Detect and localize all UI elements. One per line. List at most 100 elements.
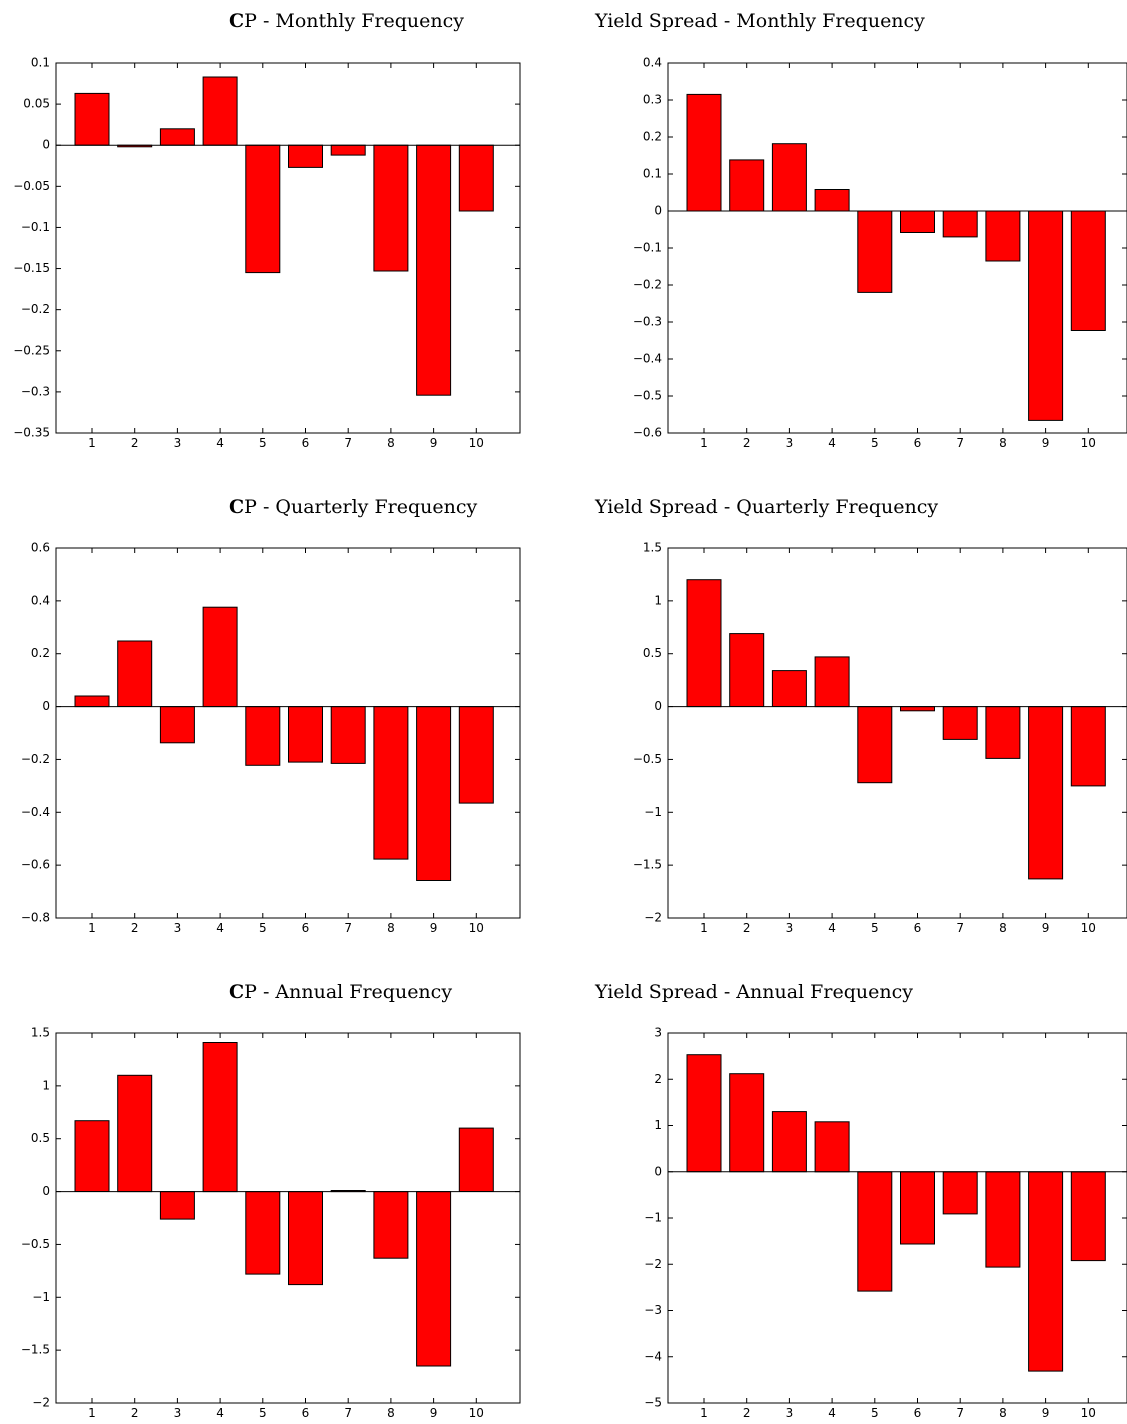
x-tick-label: 8 bbox=[387, 1406, 395, 1420]
y-tick-label: −0.15 bbox=[13, 261, 50, 275]
y-tick-label: −2 bbox=[32, 1396, 50, 1410]
chart-title: Yield Spread - Annual Frequency bbox=[594, 981, 913, 1003]
bar-7 bbox=[330, 144, 366, 156]
x-tick-label: 7 bbox=[344, 921, 352, 935]
x-tick-label: 1 bbox=[88, 921, 96, 935]
bar-6 bbox=[288, 1191, 323, 1286]
chart-title-text: Yield Spread - Annual Frequency bbox=[594, 981, 913, 1003]
y-tick-label: 0.5 bbox=[31, 1131, 50, 1145]
y-tick-label: 1.5 bbox=[31, 1026, 50, 1040]
x-tick-label: 7 bbox=[956, 921, 964, 935]
bar-6 bbox=[900, 1171, 935, 1245]
y-tick-label: −0.3 bbox=[21, 384, 50, 398]
chart-title-text: P - Monthly Frequency bbox=[244, 10, 464, 32]
x-tick-label: 10 bbox=[1081, 921, 1096, 935]
x-tick-label: 1 bbox=[700, 1406, 708, 1420]
y-tick-label: −1.5 bbox=[21, 1343, 50, 1357]
chart-title-bold: C bbox=[229, 981, 244, 1003]
y-tick-label: 0 bbox=[42, 138, 50, 152]
x-tick-label: 1 bbox=[88, 1406, 96, 1420]
bar-10 bbox=[458, 144, 494, 212]
x-tick-label: 10 bbox=[469, 1406, 484, 1420]
x-tick-label: 6 bbox=[302, 436, 310, 450]
chart-panel-2: Yield Spread - Monthly Frequency −0.6 −0.5… bbox=[594, 10, 1127, 450]
y-tick-label: −3 bbox=[644, 1303, 662, 1317]
x-tick-label: 10 bbox=[1081, 1406, 1096, 1420]
y-tick-label: −0.3 bbox=[633, 315, 662, 329]
x-tick-label: 2 bbox=[131, 436, 139, 450]
bar-6 bbox=[288, 144, 323, 168]
y-tick-label: 1 bbox=[42, 1078, 50, 1092]
bar-4 bbox=[202, 606, 238, 708]
chart-panel-5: CP - Annual Frequency −2 −1.5 −1 −0.5 0 0.5 1 1.… bbox=[21, 981, 521, 1420]
x-tick-label: 7 bbox=[956, 1406, 964, 1420]
bar-4 bbox=[202, 1042, 238, 1193]
bar-8 bbox=[985, 1171, 1021, 1268]
x-tick-label: 5 bbox=[871, 921, 879, 935]
y-tick-label: −5 bbox=[644, 1396, 662, 1410]
bar-8 bbox=[985, 706, 1021, 759]
axes-frame bbox=[667, 547, 1127, 919]
bar-5 bbox=[245, 144, 281, 274]
y-tick-label: −0.5 bbox=[21, 1237, 50, 1251]
x-tick-label: 4 bbox=[828, 921, 836, 935]
bar-1 bbox=[74, 92, 110, 146]
chart-title: Yield Spread - Quarterly Frequency bbox=[594, 496, 938, 518]
chart-title-text: Yield Spread - Monthly Frequency bbox=[594, 10, 925, 32]
x-tick-label: 5 bbox=[871, 436, 879, 450]
x-tick-label: 1 bbox=[700, 921, 708, 935]
chart-title-bold: C bbox=[229, 10, 244, 32]
x-tick-label: 10 bbox=[469, 921, 484, 935]
bar-4 bbox=[202, 76, 238, 146]
bar-1 bbox=[686, 93, 722, 212]
x-tick-label: 2 bbox=[131, 921, 139, 935]
y-tick-label: −0.6 bbox=[21, 858, 50, 872]
bar-6 bbox=[900, 210, 935, 233]
y-tick-label: 0 bbox=[42, 1184, 50, 1198]
bar-5 bbox=[857, 210, 893, 293]
bar-1 bbox=[74, 695, 110, 708]
bar-2 bbox=[729, 159, 765, 212]
x-tick-label: 9 bbox=[430, 921, 438, 935]
x-tick-label: 4 bbox=[828, 1406, 836, 1420]
y-tick-label: −0.35 bbox=[13, 426, 50, 440]
y-tick-label: −0.8 bbox=[21, 911, 50, 925]
x-tick-label: 8 bbox=[999, 436, 1007, 450]
bar-9 bbox=[416, 1191, 452, 1367]
bar-5 bbox=[857, 1171, 893, 1292]
y-tick-label: 0 bbox=[654, 1164, 662, 1178]
x-tick-label: 3 bbox=[786, 1406, 794, 1420]
bar-3 bbox=[771, 1111, 807, 1173]
bar-7 bbox=[942, 210, 978, 238]
x-tick-label: 5 bbox=[259, 921, 267, 935]
y-tick-label: −0.4 bbox=[633, 352, 662, 366]
x-tick-label: 6 bbox=[914, 436, 922, 450]
y-tick-label: −2 bbox=[644, 1257, 662, 1271]
bar-10 bbox=[1070, 706, 1106, 787]
bar-6 bbox=[288, 706, 323, 763]
chart-title: Yield Spread - Monthly Frequency bbox=[594, 10, 925, 32]
y-tick-label: 0.5 bbox=[643, 646, 662, 660]
chart-title-bold: C bbox=[229, 496, 244, 518]
chart-title-text: Yield Spread - Quarterly Frequency bbox=[594, 496, 938, 518]
y-tick-label: −0.2 bbox=[21, 752, 50, 766]
bar-9 bbox=[1028, 1171, 1064, 1372]
y-tick-label: 0.4 bbox=[643, 56, 662, 70]
y-tick-label: −1 bbox=[644, 805, 662, 819]
x-tick-label: 5 bbox=[871, 1406, 879, 1420]
x-tick-label: 7 bbox=[344, 436, 352, 450]
chart-title-text: P - Annual Frequency bbox=[244, 981, 452, 1003]
y-tick-label: 0.6 bbox=[31, 541, 50, 555]
x-tick-label: 6 bbox=[302, 921, 310, 935]
y-tick-label: −0.1 bbox=[633, 241, 662, 255]
bar-1 bbox=[686, 579, 722, 708]
chart-title: CP - Quarterly Frequency bbox=[229, 496, 477, 518]
x-tick-label: 9 bbox=[1042, 921, 1050, 935]
bar-2 bbox=[729, 1073, 765, 1173]
chart-title: CP - Monthly Frequency bbox=[229, 10, 464, 32]
bar-1 bbox=[686, 1054, 722, 1173]
bar-7 bbox=[942, 706, 978, 740]
y-tick-label: −0.05 bbox=[13, 179, 50, 193]
x-tick-label: 9 bbox=[1042, 1406, 1050, 1420]
